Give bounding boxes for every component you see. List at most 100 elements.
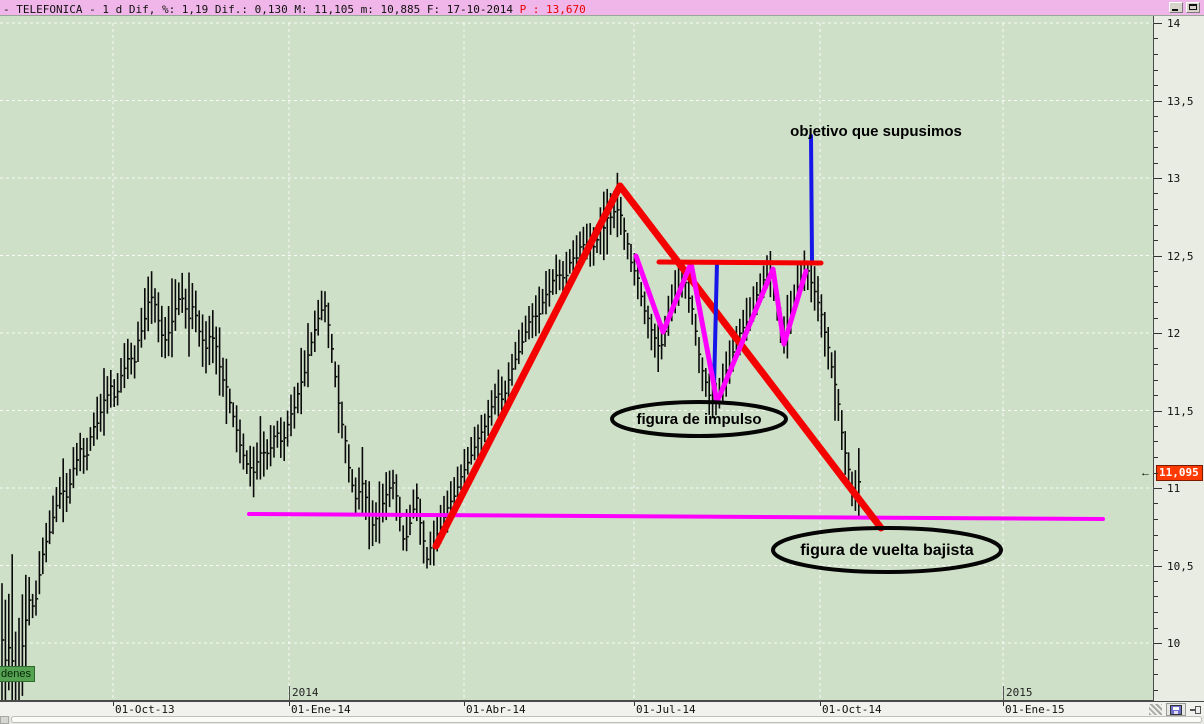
- last-price-badge: 11,095: [1156, 465, 1203, 481]
- price-tick-label: 10: [1167, 637, 1181, 650]
- date-tick: [820, 702, 821, 706]
- price-tick: [1154, 240, 1158, 241]
- blue-target-line: [809, 134, 814, 263]
- network-icon[interactable]: [1149, 704, 1162, 715]
- price-tick: [1154, 581, 1158, 582]
- price-tick: [1154, 178, 1162, 179]
- year-tick: [289, 686, 290, 700]
- price-tick: [1154, 535, 1158, 536]
- price-tick: [1154, 503, 1158, 504]
- price-tick: [1154, 411, 1162, 412]
- magenta-zigzag: [633, 253, 809, 405]
- price-tick: [1154, 333, 1162, 334]
- price-tick-label: 13: [1167, 172, 1181, 185]
- price-tick: [1154, 209, 1158, 210]
- maximize-button[interactable]: [1186, 2, 1200, 13]
- pin-icon[interactable]: [1190, 705, 1201, 714]
- price-tick-label: 12,5: [1167, 250, 1194, 263]
- price-tick: [1154, 286, 1158, 287]
- annotation-text-objetivo: objetivo que supusimos: [790, 123, 962, 140]
- price-tick: [1154, 596, 1158, 597]
- orders-tab[interactable]: denes: [0, 666, 35, 682]
- annotation-text-impulso: figura de impulso: [636, 411, 761, 428]
- minimize-button[interactable]: [1169, 2, 1183, 13]
- price-tick: [1154, 54, 1158, 55]
- price-tick: [1154, 131, 1158, 132]
- price-tick: [1154, 256, 1162, 257]
- date-tick: [1003, 702, 1004, 706]
- save-icon: [1170, 704, 1182, 715]
- price-tick: [1154, 348, 1158, 349]
- price-tick: [1154, 163, 1158, 164]
- instrument-quote-text: - TELEFONICA - 1 d Dif, %: 1,19 Dif.: 0,…: [3, 3, 520, 16]
- date-tick: [634, 702, 635, 706]
- price-axis[interactable]: 11,095 14 13,5 13 12,5 12 11,5 11 10,5 10: [1154, 16, 1204, 701]
- price-tick: [1154, 674, 1158, 675]
- price-tick: [1154, 23, 1162, 24]
- date-tick-label: 01-Abr-14: [466, 703, 526, 716]
- price-tick: [1154, 643, 1162, 644]
- target-price-text: P : 13,670: [519, 3, 586, 16]
- date-tick-label: 01-Ene-14: [291, 703, 351, 716]
- date-tick-label: 01-Jul-14: [636, 703, 696, 716]
- maximize-icon: [1189, 4, 1197, 10]
- price-tick-label: 14: [1167, 17, 1181, 30]
- price-tick: [1154, 628, 1158, 629]
- date-tick-label: 01-Oct-13: [115, 703, 175, 716]
- red-impulse-lines: [432, 182, 885, 550]
- price-tick: [1154, 70, 1158, 71]
- price-tick-label: 13,5: [1167, 95, 1194, 108]
- annotation-ellipse-vuelta: [771, 526, 1003, 574]
- price-tick: [1154, 85, 1158, 86]
- support-line: [247, 512, 1105, 521]
- blue-drop-line: [712, 260, 719, 390]
- price-tick: [1154, 395, 1158, 396]
- price-tick: [1154, 659, 1158, 660]
- minimize-icon: [1172, 9, 1178, 11]
- annotation-ellipse-impulso: [610, 400, 788, 438]
- price-chart-canvas: objetivo que supusimos figura de impulso f…: [0, 22, 1153, 700]
- date-tick-label: 01-Ene-15: [1005, 703, 1065, 716]
- window-titlebar: - TELEFONICA - 1 d Dif, %: 1,19 Dif.: 0,…: [0, 0, 1204, 16]
- price-tick: [1154, 271, 1158, 272]
- price-tick: [1154, 380, 1158, 381]
- price-tick-label: 11: [1167, 482, 1181, 495]
- year-tick: [1003, 686, 1004, 700]
- last-price-arrow-icon: ←: [1140, 467, 1151, 479]
- price-tick-label: 10,5: [1167, 560, 1194, 573]
- price-tick: [1154, 147, 1158, 148]
- price-tick: [1154, 690, 1158, 691]
- titlebar-text: - TELEFONICA - 1 d Dif, %: 1,19 Dif.: 0,…: [0, 3, 586, 16]
- price-tick-label: 11,5: [1167, 405, 1194, 418]
- date-axis[interactable]: 01-Oct-13 01-Ene-14 01-Abr-14 01-Jul-14 01-O…: [0, 701, 1204, 716]
- price-tick: [1154, 457, 1158, 458]
- price-tick: [1154, 426, 1158, 427]
- chart-plot-area[interactable]: objetivo que supusimos figura de impulso f…: [0, 16, 1154, 701]
- price-tick: [1154, 488, 1162, 489]
- price-tick: [1154, 38, 1158, 39]
- date-tick: [289, 702, 290, 706]
- price-tick: [1154, 612, 1158, 613]
- horizontal-scrollbar[interactable]: [0, 716, 1204, 724]
- price-tick: [1154, 193, 1158, 194]
- year-label: 2015: [1006, 686, 1033, 699]
- price-tick: [1154, 101, 1162, 102]
- save-button[interactable]: [1166, 703, 1186, 716]
- price-tick: [1154, 116, 1158, 117]
- price-tick: [1154, 364, 1158, 365]
- date-tick: [464, 702, 465, 706]
- price-tick: [1154, 566, 1162, 567]
- price-tick: [1154, 550, 1158, 551]
- price-tick: [1154, 473, 1158, 474]
- red-neckline: [656, 259, 824, 266]
- scrollbar-track[interactable]: [11, 716, 1202, 723]
- price-tick-label: 12: [1167, 327, 1181, 340]
- price-tick: [1154, 441, 1158, 442]
- date-tick: [113, 702, 114, 706]
- date-tick-label: 01-Oct-14: [822, 703, 882, 716]
- annotation-text-vuelta: figura de vuelta bajista: [800, 542, 973, 559]
- scrollbar-left-box[interactable]: [0, 716, 9, 724]
- price-tick: [1154, 225, 1158, 226]
- price-tick: [1154, 519, 1158, 520]
